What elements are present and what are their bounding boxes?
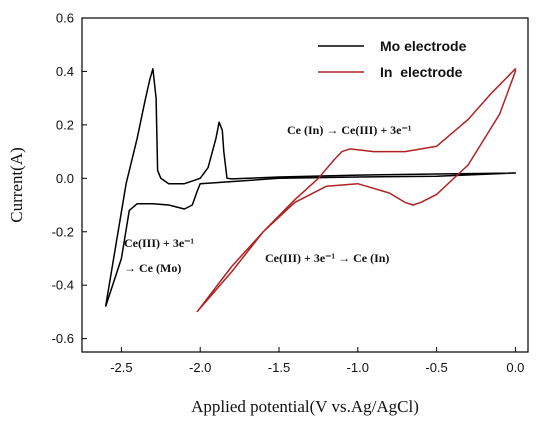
legend-label-in: In electrode bbox=[380, 64, 463, 80]
x-tick-label: 0.0 bbox=[506, 360, 524, 375]
annotation-mo-reduction-line1: Ce(III) + 3e⁻¹ bbox=[124, 236, 194, 250]
x-axis-ticks: -2.5 -2.0 -1.5 -1.0 -0.5 0.0 bbox=[110, 347, 524, 375]
y-tick-label: 0.2 bbox=[56, 117, 74, 132]
legend: Mo electrode In electrode bbox=[318, 38, 467, 80]
y-tick-label: -0.6 bbox=[52, 331, 74, 346]
x-tick-label: -0.5 bbox=[425, 360, 447, 375]
y-axis-title: Current(A) bbox=[7, 147, 26, 223]
y-tick-label: -0.2 bbox=[52, 224, 74, 239]
y-tick-label: 0.4 bbox=[56, 64, 74, 79]
x-axis-title: Applied potential(V vs.Ag/AgCl) bbox=[191, 397, 419, 416]
y-tick-label: -0.4 bbox=[52, 278, 74, 293]
x-tick-label: -2.5 bbox=[110, 360, 132, 375]
y-tick-label: 0.6 bbox=[56, 11, 74, 26]
y-tick-label: 0.0 bbox=[56, 171, 74, 186]
annotation-in-reduction: Ce(III) + 3e⁻¹ → Ce (In) bbox=[265, 251, 389, 265]
x-tick-label: -1.0 bbox=[347, 360, 369, 375]
plot-frame bbox=[81, 17, 529, 353]
annotation-in-oxidation: Ce (In) → Ce(III) + 3e⁻¹ bbox=[287, 123, 412, 137]
series-line-in-electrode bbox=[196, 68, 517, 313]
x-tick-label: -2.0 bbox=[189, 360, 211, 375]
annotation-mo-reduction-line2: → Ce (Mo) bbox=[124, 261, 181, 275]
y-axis-ticks: -0.6 -0.4 -0.2 0.0 0.2 0.4 0.6 bbox=[52, 11, 87, 346]
legend-label-mo: Mo electrode bbox=[380, 38, 467, 54]
x-tick-label: -1.5 bbox=[268, 360, 290, 375]
series-layer bbox=[104, 68, 517, 313]
series-line-mo-electrode bbox=[104, 68, 517, 307]
